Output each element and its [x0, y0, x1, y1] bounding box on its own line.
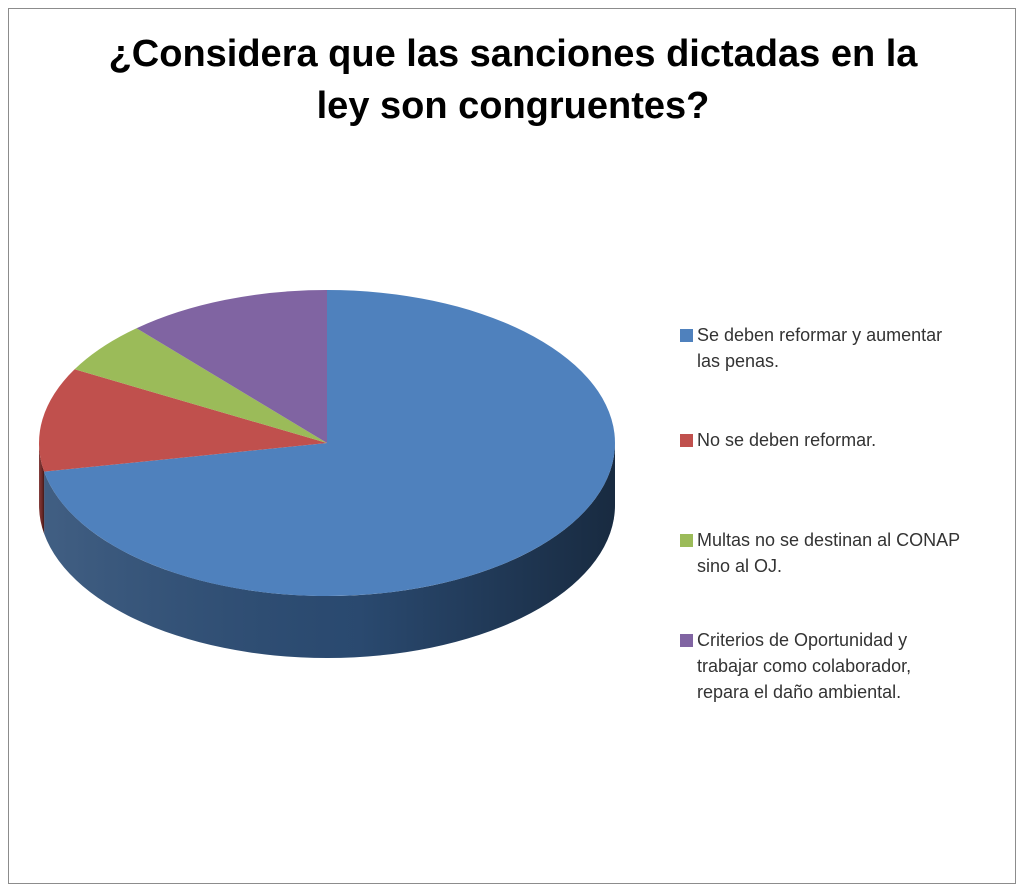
- legend-label-line: las penas.: [697, 351, 780, 371]
- legend-label: Criterios de Oportunidad y trabajar como…: [697, 627, 1017, 705]
- pie-slice-multas: [74, 328, 327, 443]
- pie-slice-criterios: [136, 290, 327, 443]
- chart-title: ¿Considera que las sanciones dictadas en…: [0, 28, 1026, 132]
- pie-side-shade: [44, 443, 616, 659]
- legend-label-line: Multas no se destinan al CONAP: [697, 530, 961, 550]
- legend-label-line: repara el daño ambiental.: [697, 682, 902, 702]
- pie-slice-no-reformar: [38, 369, 327, 472]
- legend-swatch-green: [680, 534, 693, 547]
- legend-label-line: trabajar como colaborador,: [697, 656, 912, 676]
- legend-label-line: Se deben reformar y aumentar: [697, 325, 943, 345]
- legend-label: Multas no se destinan al CONAP sino al O…: [697, 527, 1017, 579]
- pie-tops: [38, 290, 616, 597]
- pie-slice-reformar-aumentar: [44, 290, 616, 597]
- legend-swatch-blue: [680, 329, 693, 342]
- legend-label-line: sino al OJ.: [697, 556, 783, 576]
- legend-label: No se deben reformar.: [697, 427, 1017, 453]
- pie-side-shade: [39, 443, 45, 534]
- chart-title-line-2: ley son congruentes?: [316, 85, 710, 127]
- chart-title-line-1: ¿Considera que las sanciones dictadas en…: [108, 33, 918, 75]
- pie-sides: [39, 443, 616, 659]
- legend-swatch-purple: [680, 634, 693, 647]
- legend-label-line: No se deben reformar.: [697, 430, 877, 450]
- legend-swatch-red: [680, 434, 693, 447]
- legend-label-line: Criterios de Oportunidad y: [697, 630, 908, 650]
- legend-label: Se deben reformar y aumentar las penas.: [697, 322, 1017, 374]
